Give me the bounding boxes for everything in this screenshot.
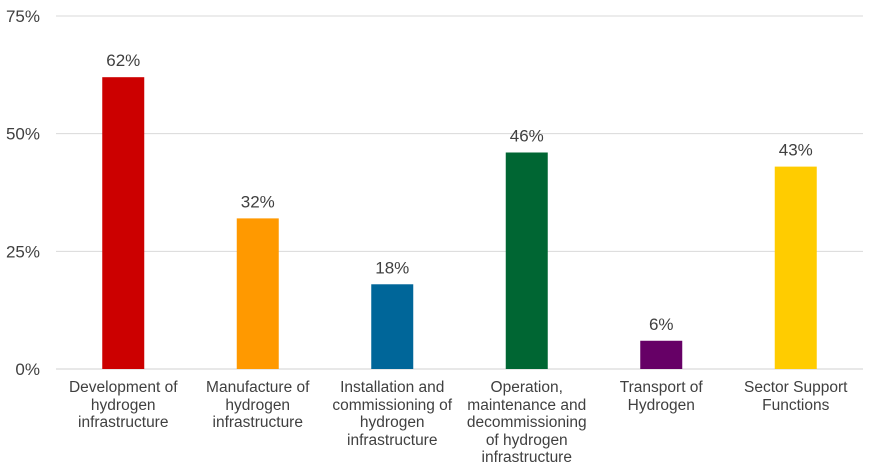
x-tick-label: Sector Support Functions (730, 379, 862, 414)
x-tick-label-line: infrastructure (481, 449, 572, 466)
x-tick-label-line: infrastructure (212, 414, 303, 431)
x-tick-label-line: Functions (762, 396, 830, 414)
bar (640, 340, 683, 369)
x-tick-label: Operation, maintenance and decommissioning… (461, 379, 593, 467)
x-tick-label: Transport of Hydrogen (595, 379, 727, 414)
bar (236, 218, 279, 369)
x-tick-label-line: infrastructure (78, 414, 169, 431)
x-tick-label-line: Hydrogen (627, 396, 695, 414)
y-tick-label: 25% (6, 242, 40, 261)
x-tick-label-line: hydrogen (359, 414, 425, 431)
data-label: 18% (375, 258, 409, 277)
bar (102, 77, 145, 369)
x-tick-label-line: Sector Support (744, 379, 848, 396)
x-tick-label-line: commissioning of (332, 396, 453, 414)
bar (774, 166, 817, 369)
x-tick-label: Manufacture of hydrogen infrastructure (192, 379, 324, 432)
x-tick-label-line: decommissioning (466, 414, 587, 431)
bars (102, 77, 817, 369)
gridlines (56, 15, 863, 370)
data-label: 46% (510, 126, 544, 145)
x-tick-label-line: hydrogen (225, 396, 291, 414)
bar (371, 284, 414, 369)
x-tick-label-line: Manufacture of (206, 379, 310, 396)
data-labels: 62% 32% 18% 46% 6% 43% (106, 51, 813, 334)
data-label: 32% (241, 192, 275, 211)
y-tick-label: 50% (6, 125, 40, 144)
data-label: 43% (779, 141, 813, 160)
x-tick-label-line: Installation and (340, 379, 445, 396)
data-label: 6% (649, 315, 674, 334)
y-axis-tick-labels: 0% 25% 50% 75% (6, 7, 40, 379)
bar (505, 152, 548, 369)
x-tick-label-line: Operation, (490, 379, 563, 396)
x-tick-label-line: maintenance and (467, 396, 587, 414)
y-tick-label: 75% (6, 7, 40, 26)
x-tick-label-line: infrastructure (347, 431, 438, 449)
x-tick-label-line: Development of (68, 379, 178, 396)
y-tick-label: 0% (15, 360, 40, 379)
x-tick-label-line: hydrogen (90, 396, 156, 414)
x-tick-label-line: of hydrogen (485, 431, 568, 449)
x-tick-label: Installation and commissioning of hydrogen… (326, 379, 458, 449)
data-label: 62% (106, 51, 140, 70)
x-tick-label: Development of hydrogen infrastructure (57, 379, 189, 432)
x-tick-label-line: Transport of (619, 379, 703, 396)
